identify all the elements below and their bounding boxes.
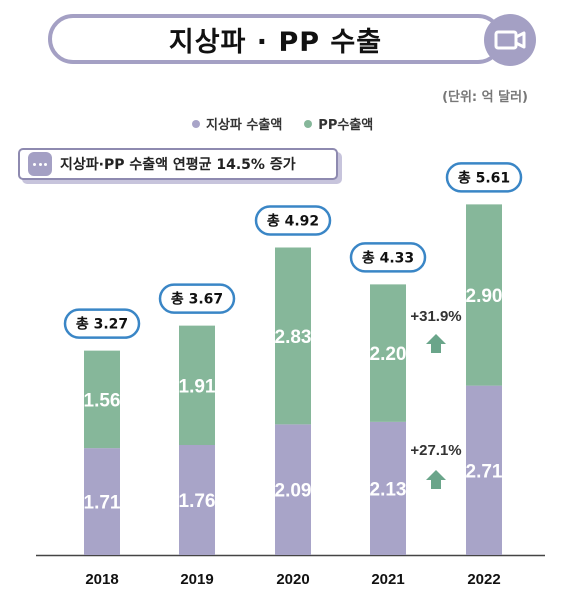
bar-terrestrial-2021: [370, 421, 406, 555]
total-pill-2019: [158, 283, 236, 314]
total-label-2022: 총 5.61: [458, 170, 510, 186]
chart-title: 지상파 · PP 수출: [168, 26, 383, 58]
legend-swatch-pp: [304, 119, 313, 128]
legend-item-terrestrial: 지상파 수출액: [192, 114, 282, 133]
x-tick-label-2021: 2021: [371, 571, 404, 588]
title-pill: 지상파 · PP 수출: [48, 14, 503, 64]
bar-terrestrial-2019: [179, 445, 215, 555]
data-label-terrestrial-2021: 2.13: [370, 479, 407, 500]
note-text: 지상파·PP 수출액 연평균 14.5% 증가: [60, 157, 296, 173]
up-arrow-icon: [426, 334, 446, 353]
x-tick-label-2022: 2022: [467, 571, 500, 588]
data-label-pp-2022: 2.90: [466, 286, 503, 307]
total-pill-2018: [63, 308, 141, 339]
x-tick-label-2020: 2020: [276, 571, 309, 588]
total-pill-2020: [254, 205, 332, 236]
legend: 지상파 수출액 PP수출액: [192, 114, 373, 133]
bar-pp-2020: [275, 247, 311, 425]
data-label-terrestrial-2022: 2.71: [466, 461, 503, 482]
note-box: 지상파·PP 수출액 연평균 14.5% 증가: [18, 148, 338, 180]
data-label-terrestrial-2020: 2.09: [275, 481, 312, 502]
speech-bubble-icon: [28, 152, 52, 176]
total-pill-2022: [445, 162, 523, 193]
bar-pp-2018: [84, 350, 120, 449]
legend-label-terrestrial: 지상파 수출액: [206, 118, 283, 133]
bar-pp-2022: [466, 204, 502, 386]
data-label-pp-2020: 2.83: [275, 327, 312, 348]
growth-label-terrestrial: +27.1%: [410, 442, 461, 459]
data-label-terrestrial-2018: 1.71: [84, 493, 121, 514]
x-tick-label-2018: 2018: [85, 571, 118, 588]
growth-label-pp: +31.9%: [410, 308, 461, 325]
total-pill-2021: [349, 242, 427, 273]
total-label-2019: 총 3.67: [171, 292, 223, 308]
bar-terrestrial-2020: [275, 424, 311, 555]
data-label-pp-2018: 1.56: [84, 390, 121, 411]
total-label-2021: 총 4.33: [362, 250, 414, 266]
total-label-2018: 총 3.27: [76, 317, 128, 333]
up-arrow-icon: [426, 470, 446, 489]
legend-label-pp: PP수출액: [318, 118, 374, 133]
bar-terrestrial-2018: [84, 448, 120, 555]
bar-pp-2019: [179, 325, 215, 445]
bar-terrestrial-2022: [466, 385, 502, 555]
unit-label: (단위: 억 달러): [442, 90, 528, 105]
x-tick-label-2019: 2019: [180, 571, 213, 588]
data-label-pp-2021: 2.20: [370, 344, 407, 365]
data-label-pp-2019: 1.91: [179, 376, 216, 397]
legend-swatch-terrestrial: [192, 119, 200, 128]
legend-item-pp: PP수출액: [304, 114, 373, 133]
bar-pp-2021: [370, 284, 406, 422]
data-label-terrestrial-2019: 1.76: [179, 491, 216, 512]
video-camera-icon: [484, 14, 536, 66]
total-label-2020: 총 4.92: [267, 214, 319, 230]
